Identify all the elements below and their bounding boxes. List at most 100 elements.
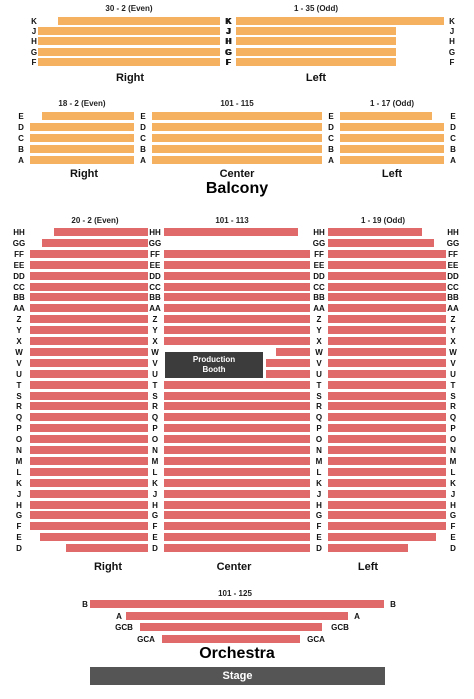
seat-row-orchestra-right[interactable] (30, 369, 148, 378)
seat-row-orchestra-left[interactable] (328, 478, 446, 487)
seat-row-orchestra-center[interactable] (164, 424, 310, 433)
seat-row-orchestra-center[interactable] (164, 544, 310, 553)
seat-row-orchestra-center[interactable] (164, 402, 310, 411)
seat-row-orchestra-right[interactable] (30, 413, 148, 422)
seat-row-balcony-upper-right[interactable] (38, 27, 220, 36)
seat-row-orchestra-center[interactable] (164, 511, 310, 520)
seat-row-orchestra-left[interactable] (328, 511, 446, 520)
seat-row-orchestra-right[interactable] (30, 304, 148, 313)
seat-row-balcony-lower-center[interactable] (152, 123, 322, 131)
seat-row-orchestra-right[interactable] (66, 544, 148, 553)
seat-row-orchestra-left[interactable] (328, 522, 446, 531)
seat-row-balcony-lower-left[interactable] (340, 145, 444, 153)
seat-row-orchestra-left[interactable] (328, 489, 446, 498)
seat-row-orchestra-left[interactable] (328, 238, 434, 247)
seat-row-orchestra-right[interactable] (30, 489, 148, 498)
seat-row-balcony-lower-right[interactable] (30, 145, 134, 153)
seat-row-orchestra-left[interactable] (328, 467, 446, 476)
seat-row-orchestra-left[interactable] (328, 347, 446, 356)
seat-row-orchestra-left[interactable] (328, 282, 446, 291)
seat-row-orchestra-left[interactable] (328, 391, 446, 400)
seat-row-orchestra-right[interactable] (30, 315, 148, 324)
seat-row-orchestra-center[interactable] (164, 293, 310, 302)
seat-row-orchestra-right[interactable] (30, 522, 148, 531)
seat-row-balcony-upper-right[interactable] (38, 57, 220, 66)
seat-row-orchestra-left[interactable] (328, 271, 446, 280)
seat-row-orchestra-right[interactable] (30, 456, 148, 465)
seat-row-balcony-lower-left[interactable] (340, 112, 432, 120)
seat-row-orchestra-center[interactable] (266, 369, 310, 378)
seat-row-orchestra-right[interactable] (30, 337, 148, 345)
seat-row-orchestra-right[interactable] (30, 249, 148, 258)
seat-row-orchestra-right[interactable] (30, 478, 148, 487)
seat-row-balcony-lower-center[interactable] (152, 145, 322, 153)
seat-row-orchestra-right[interactable] (30, 358, 148, 367)
seat-row-orchestra-right[interactable] (30, 271, 148, 280)
seat-row-orchestra-right[interactable] (30, 435, 148, 444)
seat-row-orchestra-center[interactable] (164, 522, 310, 531)
seat-row-orchestra-left[interactable] (328, 456, 446, 465)
seat-row-balcony-lower-right[interactable] (30, 134, 134, 142)
seat-row-orchestra-center[interactable] (164, 500, 310, 509)
seat-row-orchestra-center[interactable] (164, 315, 310, 324)
seat-row-orchestra-left[interactable] (328, 337, 446, 345)
seat-row-balcony-lower-left[interactable] (340, 156, 444, 164)
seat-row-orchestra-left[interactable] (328, 413, 446, 422)
seat-row-orchestra-left[interactable] (328, 402, 446, 411)
seat-row-orchestra-right[interactable] (30, 347, 148, 356)
seat-row-orchestra-center[interactable] (164, 337, 310, 345)
seat-row-balcony-lower-center[interactable] (152, 156, 322, 164)
seat-row-orchestra-center[interactable] (164, 304, 310, 313)
seat-row-orchestra-front[interactable] (90, 600, 384, 608)
seat-row-orchestra-center[interactable] (164, 446, 310, 454)
seat-row-orchestra-right[interactable] (54, 228, 148, 236)
seat-row-balcony-upper-left[interactable] (236, 17, 444, 25)
seat-row-orchestra-front[interactable] (162, 634, 300, 643)
seat-row-balcony-upper-left[interactable] (236, 27, 396, 36)
seat-row-orchestra-center[interactable] (164, 380, 310, 389)
seat-row-balcony-lower-left[interactable] (340, 123, 444, 131)
seat-row-orchestra-center[interactable] (164, 489, 310, 498)
seat-row-orchestra-left[interactable] (328, 315, 446, 324)
seat-row-orchestra-center[interactable] (164, 467, 310, 476)
seat-row-balcony-lower-right[interactable] (30, 123, 134, 131)
seat-row-orchestra-left[interactable] (328, 358, 446, 367)
seat-row-orchestra-center[interactable] (164, 260, 310, 269)
seat-row-balcony-lower-center[interactable] (152, 134, 322, 142)
seat-row-balcony-lower-right[interactable] (30, 156, 134, 164)
seat-row-orchestra-right[interactable] (30, 402, 148, 411)
seat-row-orchestra-right[interactable] (30, 511, 148, 520)
seat-row-orchestra-center[interactable] (164, 533, 310, 542)
seat-row-orchestra-center[interactable] (164, 271, 310, 280)
seat-row-balcony-lower-left[interactable] (340, 134, 444, 142)
seat-row-orchestra-left[interactable] (328, 500, 446, 509)
seat-row-orchestra-center[interactable] (164, 391, 310, 400)
seat-row-orchestra-left[interactable] (328, 228, 422, 236)
seat-row-orchestra-center[interactable] (164, 478, 310, 487)
seat-row-balcony-upper-right[interactable] (38, 47, 220, 56)
seat-row-balcony-lower-right[interactable] (42, 112, 134, 120)
seat-row-orchestra-center[interactable] (276, 347, 310, 356)
seat-row-orchestra-right[interactable] (40, 533, 148, 542)
seat-row-orchestra-center[interactable] (164, 413, 310, 422)
seat-row-orchestra-center[interactable] (164, 249, 310, 258)
seat-row-orchestra-left[interactable] (328, 533, 436, 542)
seat-row-balcony-upper-left[interactable] (236, 47, 396, 56)
seat-row-balcony-upper-left[interactable] (236, 57, 396, 66)
seat-row-balcony-lower-center[interactable] (152, 112, 322, 120)
seat-row-orchestra-right[interactable] (30, 446, 148, 454)
seat-row-orchestra-right[interactable] (30, 467, 148, 476)
seat-row-orchestra-right[interactable] (30, 326, 148, 335)
seat-row-orchestra-right[interactable] (30, 282, 148, 291)
seat-row-balcony-upper-right[interactable] (38, 37, 220, 46)
seat-row-orchestra-center[interactable] (266, 358, 310, 367)
seat-row-orchestra-right[interactable] (30, 293, 148, 302)
seat-row-orchestra-left[interactable] (328, 260, 446, 269)
seat-row-orchestra-left[interactable] (328, 293, 446, 302)
seat-row-orchestra-front[interactable] (126, 611, 348, 620)
seat-row-orchestra-left[interactable] (328, 304, 446, 313)
seat-row-orchestra-right[interactable] (30, 424, 148, 433)
seat-row-orchestra-left[interactable] (328, 249, 446, 258)
seat-row-orchestra-center[interactable] (164, 228, 298, 236)
seat-row-orchestra-left[interactable] (328, 369, 446, 378)
